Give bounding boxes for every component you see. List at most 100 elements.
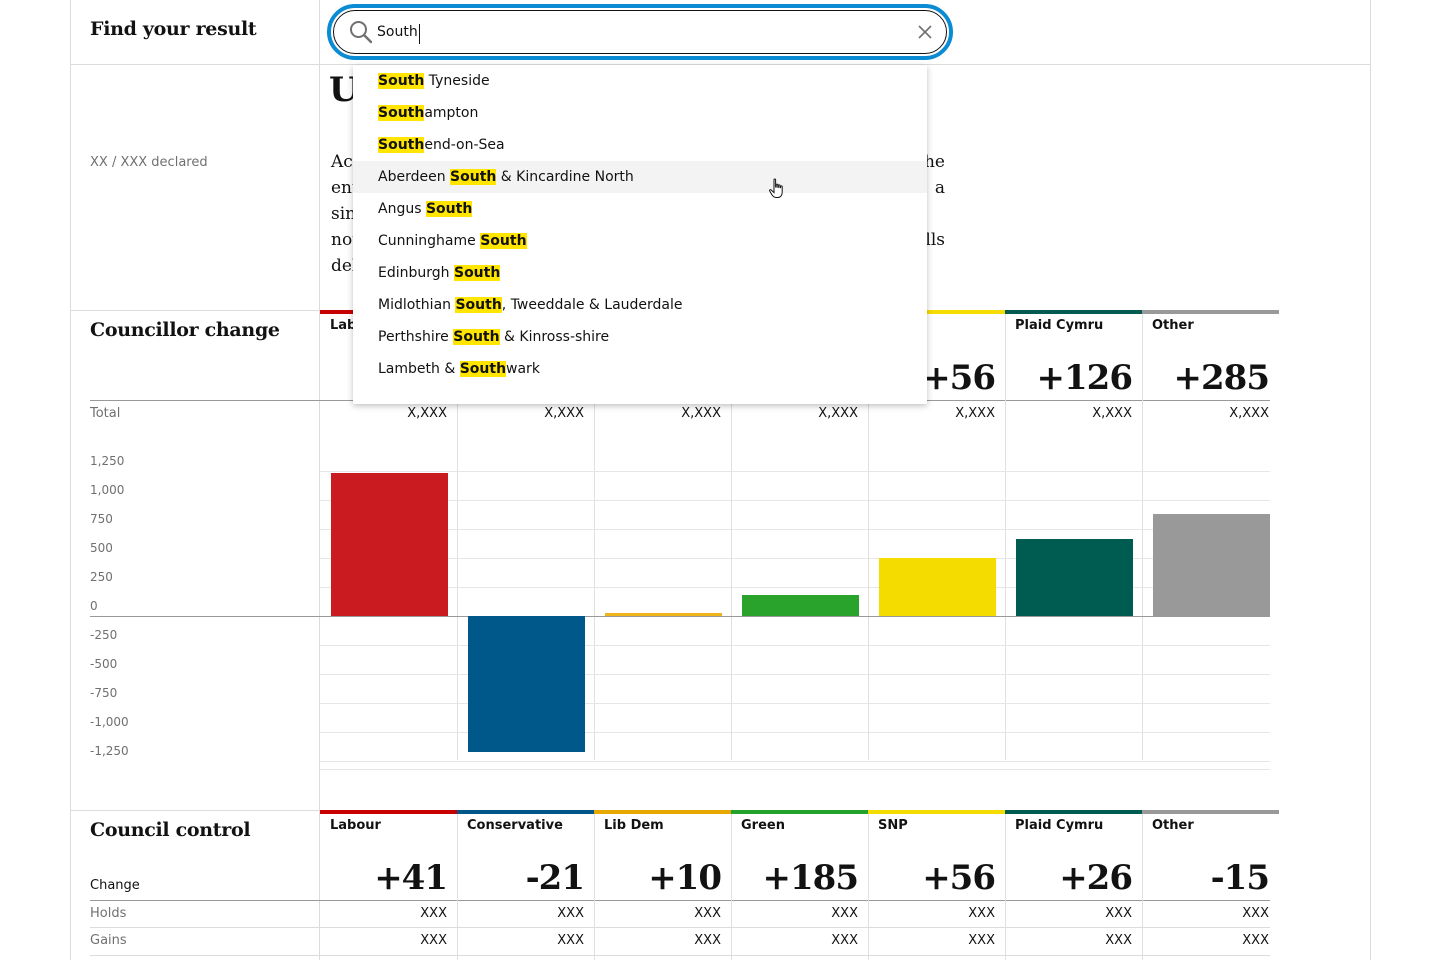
result-text: end-on-Sea: [424, 137, 505, 153]
chart-gridline: [320, 587, 1270, 588]
column-divider: [594, 314, 595, 760]
council-change-value: -21: [525, 858, 585, 898]
party-name: Other: [1152, 818, 1194, 833]
party-name: SNP: [878, 818, 908, 833]
councillor-total-value: X,XXX: [544, 406, 584, 421]
hand-cursor-icon: [769, 178, 783, 198]
party-name: Other: [1152, 318, 1194, 333]
party-color-bar: [1142, 810, 1279, 814]
council-control-title: Council control: [90, 819, 251, 841]
search-result-item[interactable]: Lambeth & Southwark: [353, 353, 927, 385]
text-caret: [419, 24, 420, 44]
result-text: ampton: [424, 105, 479, 121]
result-match-highlight: South: [480, 233, 527, 249]
party-color-bar: [320, 810, 457, 814]
chart-bar: [605, 612, 722, 616]
party-name: Green: [741, 818, 785, 833]
council-change-value: +56: [922, 858, 996, 898]
party-name: Plaid Cymru: [1015, 818, 1104, 833]
result-match-highlight: South: [378, 137, 425, 153]
holds-label: Holds: [90, 906, 127, 921]
y-tick-label: -750: [90, 686, 118, 700]
close-icon[interactable]: [915, 22, 935, 42]
party-column: Plaid Cymru +26 XXX XXX: [1005, 810, 1142, 960]
result-match-highlight: South: [378, 105, 425, 121]
find-result-title: Find your result: [90, 18, 257, 40]
party-column: Labour +41 XXX XXX: [320, 810, 457, 960]
holds-value: XXX: [694, 906, 721, 921]
search-result-item[interactable]: Cunninghame South: [353, 225, 927, 257]
search-result-item[interactable]: Perthshire South & Kinross-shire: [353, 321, 927, 353]
search-field[interactable]: [327, 4, 953, 60]
chart-divider: [70, 810, 320, 811]
party-column: Green +185 XXX XXX: [731, 810, 868, 960]
party-column: Other -15 XXX XXX: [1142, 810, 1279, 960]
chart-bar: [1016, 539, 1133, 616]
councillor-total-value: X,XXX: [681, 406, 721, 421]
search-input[interactable]: [377, 21, 857, 43]
header-divider: [70, 64, 1371, 65]
summary-divider: [70, 310, 320, 311]
result-match-highlight: South: [453, 329, 500, 345]
gains-divider: [90, 955, 1270, 956]
summary-line-right: a: [934, 178, 945, 198]
summary-line-left: not: [331, 230, 360, 250]
search-result-item[interactable]: South Tyneside: [353, 65, 927, 97]
column-divider: [457, 314, 458, 760]
search-result-item[interactable]: Southampton: [353, 97, 927, 129]
search-result-item[interactable]: Midlothian South, Tweeddale & Lauderdale: [353, 289, 927, 321]
result-match-highlight: South: [453, 265, 501, 281]
council-change-value: +185: [762, 858, 859, 898]
chart-gridline: [320, 732, 1270, 733]
y-tick-label: 1,250: [90, 454, 125, 468]
chart-zero-axis: [90, 616, 1270, 617]
councillor-total-value: X,XXX: [955, 406, 995, 421]
result-match-highlight: South: [455, 297, 502, 313]
council-change-value: +41: [374, 858, 448, 898]
summary-line-right: he: [923, 152, 945, 172]
result-text: Cunninghame: [378, 233, 481, 249]
party-color-bar: [1005, 810, 1142, 814]
council-change-value: -15: [1210, 858, 1270, 898]
column-divider: [457, 814, 458, 960]
y-tick-label: -1,000: [90, 715, 129, 729]
result-text: Midlothian: [378, 297, 456, 313]
chart-gridline: [320, 500, 1270, 501]
party-name: Conservative: [467, 818, 563, 833]
column-divider: [1005, 814, 1006, 960]
summary-line-left: sin: [331, 204, 357, 224]
column-divider: [868, 814, 869, 960]
gains-label: Gains: [90, 933, 127, 948]
party-name: Plaid Cymru: [1015, 318, 1104, 333]
council-change-value: +10: [648, 858, 722, 898]
result-text: Tyneside: [424, 73, 490, 89]
y-tick-label: -1,250: [90, 744, 129, 758]
party-color-bar: [457, 810, 594, 814]
declared-count: XX / XXX declared: [90, 155, 208, 170]
party-color-bar: [868, 310, 1005, 314]
page-frame: [70, 0, 1371, 960]
search-icon: [350, 21, 373, 44]
party-column: Lib Dem +10 XXX XXX: [594, 810, 731, 960]
party-color-bar: [1142, 310, 1279, 314]
gains-value: XXX: [968, 933, 995, 948]
search-result-item[interactable]: Southend-on-Sea: [353, 129, 927, 161]
result-match-highlight: South: [425, 201, 473, 217]
column-divider: [1005, 314, 1006, 760]
change-label: Change: [90, 878, 140, 893]
column-divider: [1142, 314, 1143, 760]
council-header-divider: [90, 900, 1270, 901]
gains-value: XXX: [831, 933, 858, 948]
result-text: Edinburgh: [378, 265, 454, 281]
party-column: Plaid Cymru +126 X,XXX: [1005, 310, 1142, 760]
holds-value: XXX: [1242, 906, 1269, 921]
y-tick-label: -250: [90, 628, 118, 642]
result-text: & Kincardine North: [496, 169, 634, 185]
councillor-total-value: X,XXX: [1092, 406, 1132, 421]
search-result-item[interactable]: Edinburgh South: [353, 257, 927, 289]
search-result-item[interactable]: Angus South: [353, 193, 927, 225]
holds-value: XXX: [557, 906, 584, 921]
y-tick-label: 250: [90, 570, 113, 584]
search-result-item[interactable]: Aberdeen South & Kincardine North: [353, 161, 927, 193]
party-color-bar: [1005, 310, 1142, 314]
